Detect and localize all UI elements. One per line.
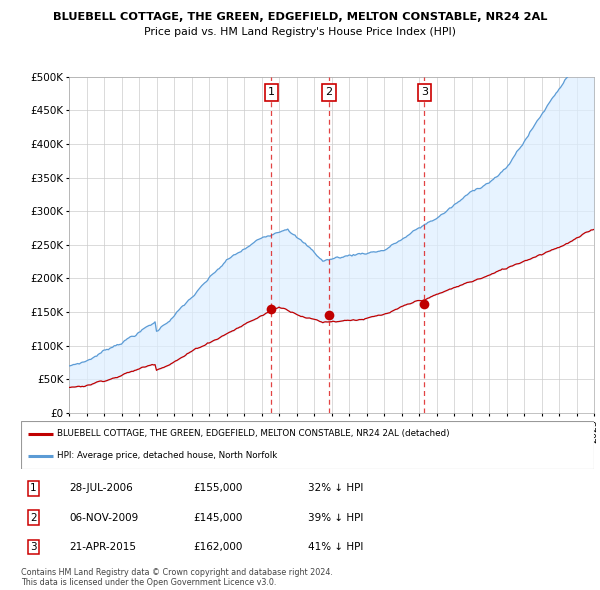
FancyBboxPatch shape (21, 421, 594, 469)
Text: 21-APR-2015: 21-APR-2015 (70, 542, 137, 552)
Text: 06-NOV-2009: 06-NOV-2009 (70, 513, 139, 523)
Text: 32% ↓ HPI: 32% ↓ HPI (308, 483, 363, 493)
Text: 28-JUL-2006: 28-JUL-2006 (70, 483, 133, 493)
Text: 2: 2 (30, 513, 37, 523)
Text: 39% ↓ HPI: 39% ↓ HPI (308, 513, 363, 523)
Text: 1: 1 (268, 87, 275, 97)
Text: Contains HM Land Registry data © Crown copyright and database right 2024.
This d: Contains HM Land Registry data © Crown c… (21, 568, 333, 587)
Text: £145,000: £145,000 (193, 513, 242, 523)
Text: HPI: Average price, detached house, North Norfolk: HPI: Average price, detached house, Nort… (57, 451, 277, 460)
Text: 3: 3 (30, 542, 37, 552)
Text: 3: 3 (421, 87, 428, 97)
Text: BLUEBELL COTTAGE, THE GREEN, EDGEFIELD, MELTON CONSTABLE, NR24 2AL (detached): BLUEBELL COTTAGE, THE GREEN, EDGEFIELD, … (57, 430, 450, 438)
Text: Price paid vs. HM Land Registry's House Price Index (HPI): Price paid vs. HM Land Registry's House … (144, 27, 456, 37)
Text: 41% ↓ HPI: 41% ↓ HPI (308, 542, 363, 552)
Text: £162,000: £162,000 (193, 542, 242, 552)
Text: 2: 2 (325, 87, 332, 97)
Text: 1: 1 (30, 483, 37, 493)
Text: £155,000: £155,000 (193, 483, 242, 493)
Text: BLUEBELL COTTAGE, THE GREEN, EDGEFIELD, MELTON CONSTABLE, NR24 2AL: BLUEBELL COTTAGE, THE GREEN, EDGEFIELD, … (53, 12, 547, 22)
